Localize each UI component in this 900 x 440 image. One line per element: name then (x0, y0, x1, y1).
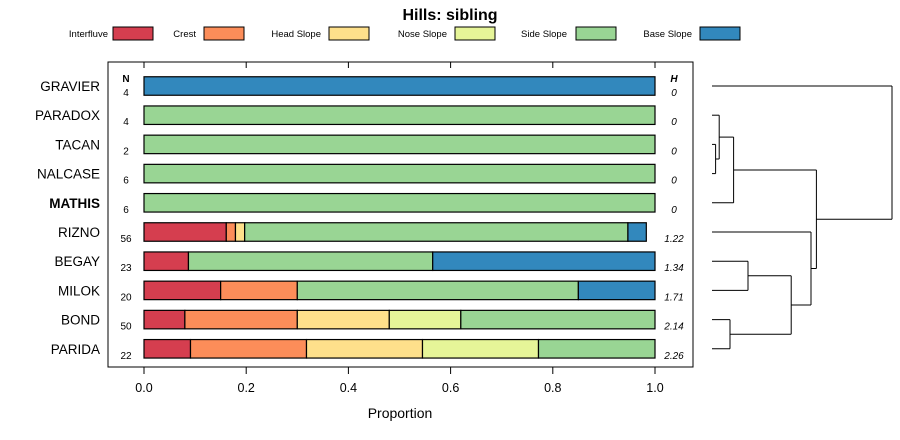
bar-segment (296, 309, 390, 330)
bar-segment (189, 338, 308, 359)
bar-segment (234, 222, 246, 242)
x-tick-label: 0.8 (544, 381, 561, 395)
row-labels: GRAVIER PARADOX TACAN NALCASE MATHIS RIZNO BEG… (35, 79, 100, 357)
h-value: 0 (671, 205, 677, 216)
bar-segment (388, 309, 462, 330)
legend-label: Interfluve (69, 29, 108, 40)
n-value: 4 (123, 117, 129, 128)
bar-segment (184, 309, 298, 330)
h-value: 0 (671, 117, 677, 128)
n-value: 6 (123, 176, 129, 187)
bar-segment (143, 251, 190, 272)
bar-segment (143, 309, 186, 330)
bar-segment (143, 338, 192, 359)
bar-segment (143, 134, 656, 155)
row-label: BEGAY (54, 254, 100, 269)
n-value: 56 (120, 234, 132, 245)
n-column-header: N (122, 74, 129, 85)
legend-label: Nose Slope (398, 29, 447, 40)
row-label: PARADOX (35, 108, 100, 123)
bar-segment (296, 280, 579, 301)
h-column-header: H (670, 74, 678, 85)
dendrogram (712, 85, 893, 350)
h-value: 0 (671, 146, 677, 157)
bar-segment (143, 222, 227, 242)
bar-segment (220, 280, 298, 301)
n-value: 50 (120, 322, 132, 333)
row-label: RIZNO (58, 225, 100, 240)
bar-segment (305, 338, 424, 359)
legend-swatch (699, 26, 741, 41)
n-value: 2 (123, 146, 129, 157)
x-tick-label: 1.0 (646, 381, 663, 395)
h-value: 0 (671, 176, 677, 187)
plot-panel (107, 61, 694, 368)
x-axis-label: Proportion (368, 405, 433, 421)
x-tick-label: 0.2 (238, 381, 255, 395)
h-value: 2.14 (663, 322, 684, 333)
n-value: 20 (120, 292, 132, 303)
bar-segment (244, 222, 629, 242)
row-label: MILOK (58, 283, 100, 298)
x-axis: 0.0 0.2 0.4 0.6 0.8 1.0 (135, 62, 664, 395)
x-tick-label: 0.4 (340, 381, 357, 395)
h-value: 1.71 (664, 292, 683, 303)
row-label: TACAN (55, 137, 100, 152)
n-value: 23 (120, 263, 132, 274)
bar-segment (421, 338, 540, 359)
h-value: 2.26 (663, 351, 684, 362)
row-label: GRAVIER (40, 79, 100, 94)
bar-segment (460, 309, 656, 330)
legend-label: Base Slope (643, 29, 692, 40)
legend-label: Side Slope (521, 29, 567, 40)
bar-segment (143, 192, 656, 213)
bar-segment (225, 222, 237, 242)
bar-group (143, 76, 656, 359)
n-labels: 4 4 2 6 6 56 23 20 50 22 (120, 88, 132, 362)
n-value: 6 (123, 205, 129, 216)
h-labels: 0 0 0 0 0 1.22 1.34 1.71 2.14 2.26 (663, 88, 684, 362)
legend-label: Head Slope (271, 29, 321, 40)
legend: Interfluve Crest Head Slope Nose Slope Side … (69, 26, 741, 41)
n-value: 4 (123, 88, 129, 99)
bar-segment (143, 163, 656, 184)
legend-swatch (112, 26, 154, 41)
chart-title: Hills: sibling (402, 7, 497, 24)
bar-segment (143, 280, 222, 301)
x-tick-label: 0.6 (442, 381, 459, 395)
h-value: 1.22 (664, 234, 684, 245)
x-tick-label: 0.0 (135, 381, 152, 395)
legend-swatch (575, 26, 617, 41)
row-label: PARIDA (51, 342, 100, 357)
row-label: BOND (61, 313, 100, 328)
bar-segment (143, 105, 656, 126)
row-label: MATHIS (49, 196, 100, 211)
bar-segment (537, 338, 656, 359)
row-label: NALCASE (37, 167, 100, 182)
bar-segment (187, 251, 434, 272)
legend-swatch (203, 26, 245, 41)
h-value: 1.34 (664, 263, 684, 274)
bar-segment (143, 76, 656, 96)
legend-label: Crest (173, 29, 196, 40)
h-value: 0 (671, 88, 677, 99)
bar-segment (577, 280, 656, 301)
bar-segment (627, 222, 647, 242)
n-value: 22 (120, 351, 132, 362)
legend-swatch (328, 26, 370, 41)
bar-segment (432, 251, 656, 272)
legend-swatch (454, 26, 496, 41)
